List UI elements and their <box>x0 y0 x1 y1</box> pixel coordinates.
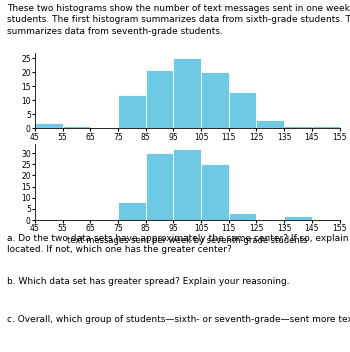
Bar <box>201 73 229 128</box>
Bar <box>229 92 257 128</box>
Bar <box>35 123 63 128</box>
Text: These two histograms show the number of text messages sent in one week by two gr: These two histograms show the number of … <box>7 4 350 36</box>
Bar <box>201 164 229 220</box>
X-axis label: text messages sent per week by seventh-grade students: text messages sent per week by seventh-g… <box>67 236 307 245</box>
Bar <box>284 215 312 220</box>
Bar <box>118 95 146 128</box>
Bar <box>146 70 173 128</box>
Bar <box>63 126 90 128</box>
Bar <box>118 202 146 220</box>
Text: b. Which data set has greater spread? Explain your reasoning.: b. Which data set has greater spread? Ex… <box>7 277 290 286</box>
Bar <box>257 120 284 128</box>
Bar <box>229 213 257 220</box>
Text: c. Overall, which group of students—sixth- or seventh-grade—sent more text messa: c. Overall, which group of students—sixt… <box>7 315 350 324</box>
Text: a. Do the two data sets have approximately the same center? If so, explain where: a. Do the two data sets have approximate… <box>7 234 350 254</box>
X-axis label: text messages sent per week by sixth-grade students: text messages sent per week by sixth-gra… <box>74 144 301 153</box>
Bar <box>312 126 340 128</box>
Bar <box>284 126 312 128</box>
Bar <box>340 126 350 128</box>
Bar <box>173 58 201 128</box>
Bar <box>173 149 201 220</box>
Bar <box>146 153 173 220</box>
